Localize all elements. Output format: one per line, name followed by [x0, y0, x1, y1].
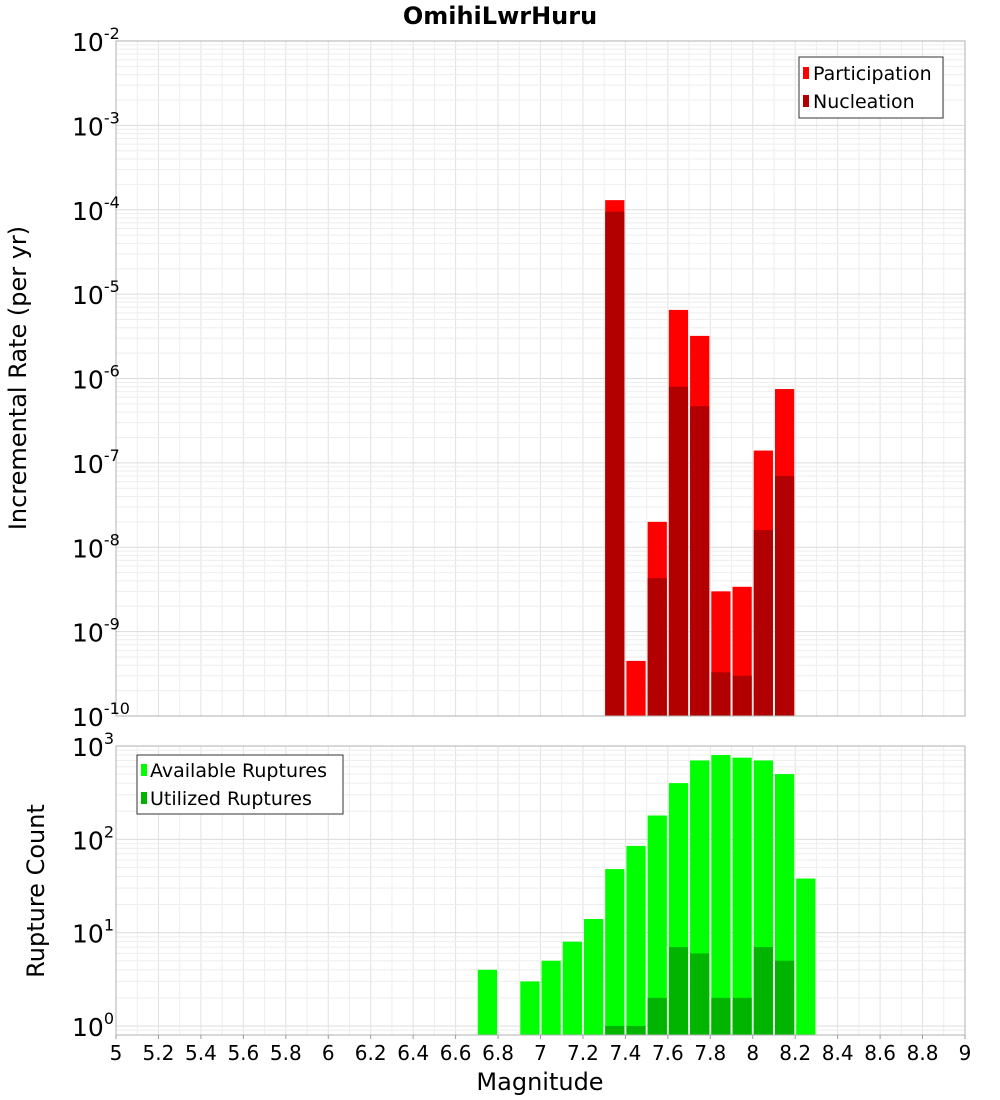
- y-tick-label: 101: [72, 916, 114, 949]
- available-bar: [711, 755, 731, 1035]
- available-bar: [477, 969, 498, 1035]
- rate-grid: [115, 41, 966, 717]
- nucleation-bar: [732, 675, 752, 716]
- utilized-legend-swatch: [141, 792, 147, 804]
- x-tick-label: 5.4: [185, 1041, 217, 1065]
- available-legend-swatch: [141, 764, 147, 776]
- available-legend-label: Available Ruptures: [150, 760, 327, 782]
- rate-y-axis-label: Incremental Rate (per yr): [4, 226, 32, 530]
- nucleation-legend-swatch: [803, 95, 809, 107]
- available-bar: [541, 960, 561, 1035]
- y-tick-label: 10-9: [72, 615, 120, 648]
- x-tick-label: 8: [746, 1041, 759, 1065]
- y-tick-label: 10-5: [72, 277, 120, 310]
- nucleation-bar: [668, 386, 689, 716]
- chart-title: OmihiLwrHuru: [403, 2, 597, 30]
- rate-legend: Participation Nucleation: [798, 56, 944, 119]
- available-bar: [605, 869, 625, 1035]
- y-tick-label: 10-6: [72, 362, 120, 395]
- rate-y-ticks: 10-10 10-9 10-8 10-7 10-6 10-5 10-4 10-3 10-2: [72, 24, 130, 732]
- participation-legend-swatch: [803, 67, 809, 79]
- rate-legend-box: [798, 56, 944, 119]
- y-tick-label: 10-7: [72, 446, 120, 479]
- y-tick-label: 10-3: [72, 108, 120, 141]
- x-tick-label: 7.6: [652, 1041, 684, 1065]
- utilized-bar: [711, 997, 731, 1035]
- rate-panel: 10-10 10-9 10-8 10-7 10-6 10-5 10-4 10-3 10-2 In…: [4, 24, 966, 732]
- x-tick-label: 7.4: [609, 1041, 641, 1065]
- x-tick-label: 6: [322, 1041, 335, 1065]
- nucleation-bar: [753, 530, 773, 716]
- nucleation-legend-label: Nucleation: [813, 91, 915, 113]
- rate-bars: [605, 200, 795, 716]
- x-tick-label: 7.8: [694, 1041, 726, 1065]
- nucleation-bar: [711, 672, 731, 716]
- utilized-bar: [647, 997, 667, 1035]
- x-tick-label: 7.2: [567, 1041, 599, 1065]
- available-bar: [520, 981, 540, 1035]
- x-ticks: 5 5.2 5.4 5.6 5.8 6 6.2 6.4 6.6 6.8 7 7.2 7.4 7.6 7.8 8…: [110, 1035, 972, 1065]
- x-tick-label: 6.2: [355, 1041, 387, 1065]
- count-legend-box: [136, 754, 344, 815]
- y-tick-label: 100: [72, 1009, 114, 1042]
- x-tick-label: 6.6: [440, 1041, 472, 1065]
- count-bars: [477, 755, 816, 1035]
- x-tick-label: 6.4: [397, 1041, 429, 1065]
- utilized-bar: [690, 953, 710, 1035]
- participation-bar: [626, 660, 646, 716]
- count-y-ticks: 100 101 102 103: [72, 729, 114, 1042]
- y-tick-label: 10-8: [72, 530, 120, 563]
- utilized-bar: [732, 997, 752, 1035]
- utilized-legend-label: Utilized Ruptures: [150, 788, 312, 810]
- available-bar: [626, 845, 646, 1035]
- utilized-bar: [605, 1025, 625, 1035]
- x-axis-label: Magnitude: [476, 1068, 603, 1096]
- y-tick-label: 10-10: [72, 699, 130, 732]
- available-bar: [583, 919, 604, 1035]
- nucleation-bar: [605, 211, 625, 716]
- count-y-axis-label: Rupture Count: [22, 804, 50, 978]
- x-tick-label: 9: [959, 1041, 972, 1065]
- participation-legend-label: Participation: [813, 63, 932, 85]
- y-tick-label: 102: [72, 822, 114, 855]
- x-tick-label: 5.6: [227, 1041, 259, 1065]
- x-tick-label: 6.8: [482, 1041, 514, 1065]
- utilized-bar: [668, 947, 689, 1035]
- available-bar: [562, 941, 582, 1035]
- nucleation-bar: [774, 475, 795, 716]
- utilized-bar: [626, 1025, 646, 1035]
- available-bar: [796, 878, 816, 1035]
- count-legend: Available Ruptures Utilized Ruptures: [136, 754, 344, 815]
- x-tick-label: 8.8: [907, 1041, 939, 1065]
- x-tick-label: 8.6: [864, 1041, 896, 1065]
- x-tick-label: 5.2: [143, 1041, 175, 1065]
- x-tick-label: 8.4: [822, 1041, 854, 1065]
- available-bar: [647, 815, 667, 1035]
- available-bar: [732, 757, 752, 1035]
- x-tick-label: 7: [534, 1041, 547, 1065]
- count-panel: 100 101 102 103 Rupture Count Available Rup…: [22, 729, 966, 1042]
- x-tick-label: 5: [110, 1041, 123, 1065]
- y-tick-label: 10-2: [72, 24, 120, 57]
- rate-plot-frame: [115, 40, 966, 717]
- utilized-bar: [774, 960, 795, 1035]
- x-tick-label: 8.2: [779, 1041, 811, 1065]
- y-tick-label: 10-4: [72, 193, 120, 226]
- nucleation-bar: [690, 406, 710, 716]
- utilized-bar: [753, 947, 773, 1035]
- x-tick-label: 5.8: [270, 1041, 302, 1065]
- nucleation-bar: [647, 578, 667, 716]
- y-tick-label: 103: [72, 729, 114, 762]
